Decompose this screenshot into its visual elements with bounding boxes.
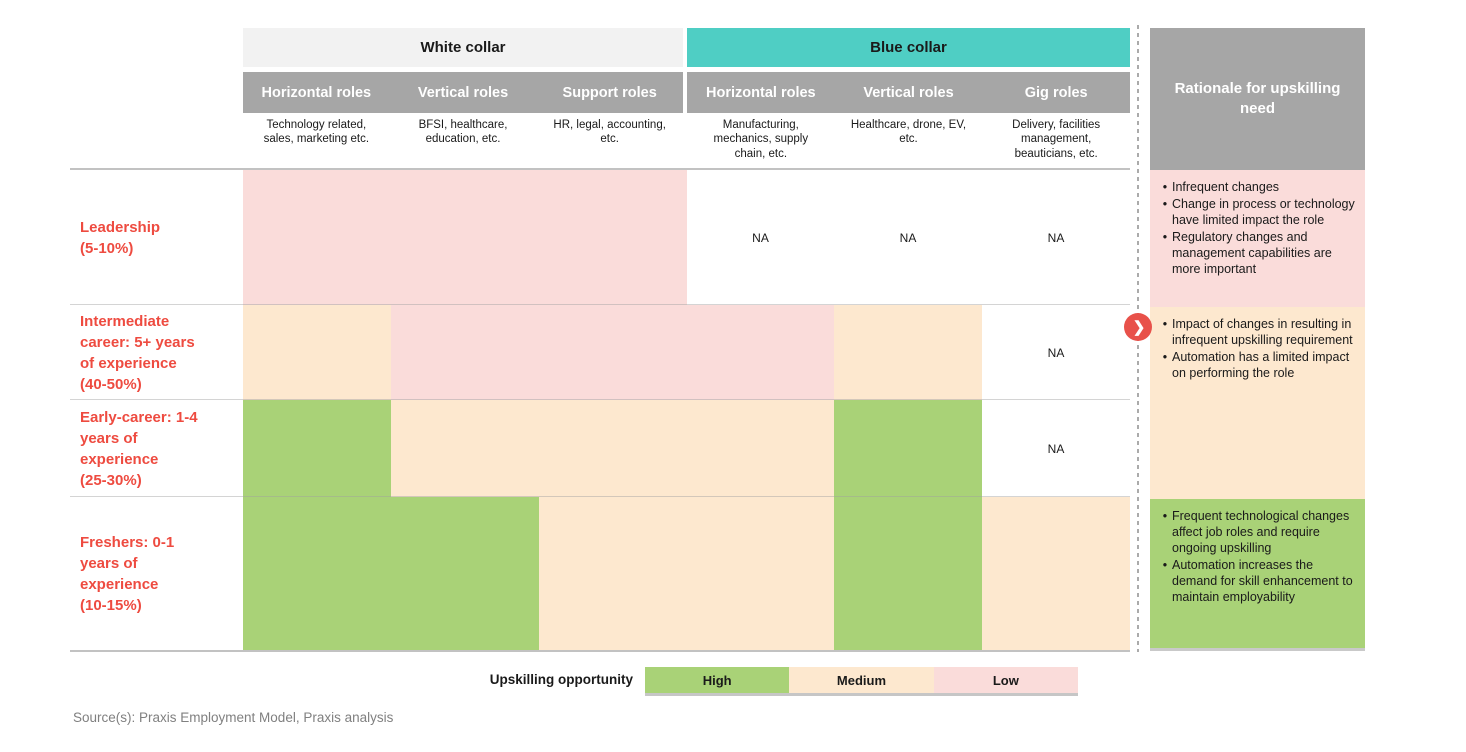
row-label-early-career: Early-career: 1-4 years of experience (2… xyxy=(80,408,198,489)
blue-collar-subheader-band: Horizontal roles Vertical roles Gig role… xyxy=(687,72,1130,113)
column-header-wc-vertical: Vertical roles xyxy=(417,84,509,101)
rationale-bullet: • Change in process or technology have li… xyxy=(1162,197,1355,227)
matrix-cell-na: NA xyxy=(687,170,834,305)
rationale-bullet: • Impact of changes in resulting in infre… xyxy=(1162,317,1353,347)
divider-top xyxy=(70,168,1130,170)
blue-collar-descriptions: Manufacturing, mechanics, supply chain, … xyxy=(687,113,1130,170)
matrix-cell-low xyxy=(539,170,687,305)
blue-collar-header: Blue collar xyxy=(687,28,1130,67)
rationale-header: Rationale for upskilling need xyxy=(1150,28,1365,170)
rationale-high-bullets: • Frequent technological changes affect j… xyxy=(1150,499,1365,605)
matrix-cell-medium xyxy=(982,497,1130,650)
rationale-medium-bullets: • Impact of changes in resulting in infre… xyxy=(1150,307,1365,381)
divider-bottom xyxy=(70,650,1130,652)
matrix-cell-high xyxy=(243,400,391,497)
matrix-cell-low xyxy=(243,170,391,305)
row-label-leadership: Leadership (5-10%) xyxy=(80,218,161,257)
source-note: Source(s): Praxis Employment Model, Prax… xyxy=(73,710,394,725)
white-collar-label: White collar xyxy=(420,39,506,56)
rationale-bullet: • Automation has a limited impact on perf… xyxy=(1162,350,1350,380)
divider-row3 xyxy=(70,496,1130,497)
matrix-cell-low xyxy=(391,305,539,400)
white-collar-subheader-band: Horizontal roles Vertical roles Support … xyxy=(243,72,683,113)
row-label-freshers: Freshers: 0-1 years of experience (10-15… xyxy=(80,533,175,614)
matrix-cell-na: NA xyxy=(982,305,1130,400)
rationale-low-bullets: • Infrequent changes • Change in process or… xyxy=(1150,170,1365,277)
column-header-bc-vertical: Vertical roles xyxy=(863,84,954,101)
rationale-block-high: • Frequent technological changes affect j… xyxy=(1150,499,1365,651)
matrix-cell-high xyxy=(834,497,982,650)
rationale-bullet: • Infrequent changes xyxy=(1162,180,1280,194)
matrix-cell-high xyxy=(834,400,982,497)
chevron-right-icon: ❯ xyxy=(1124,313,1152,341)
legend-swatch-high: High xyxy=(645,667,790,693)
matrix-cell-medium xyxy=(539,497,687,650)
column-desc-bc-gig: Delivery, facilities management, beautic… xyxy=(1012,119,1101,160)
column-header-bc-horizontal: Horizontal roles xyxy=(706,84,816,101)
rationale-title: Rationale for upskilling need xyxy=(1174,79,1341,117)
matrix-cell-medium xyxy=(391,400,539,497)
column-header-wc-support: Support roles xyxy=(562,84,657,101)
matrix-cell-low xyxy=(687,305,834,400)
column-desc-wc-support: HR, legal, accounting, etc. xyxy=(553,119,666,146)
divider-row2 xyxy=(70,399,1130,400)
column-header-wc-horizontal: Horizontal roles xyxy=(261,84,372,101)
rationale-block-low: • Infrequent changes • Change in process or… xyxy=(1150,170,1365,307)
matrix-cell-high xyxy=(391,497,539,650)
matrix-cell-na: NA xyxy=(982,170,1130,305)
divider-row1 xyxy=(70,304,1130,305)
legend-bar: High Medium Low xyxy=(645,667,1078,696)
rationale-block-medium: • Impact of changes in resulting in infre… xyxy=(1150,307,1365,499)
matrix-cell-medium xyxy=(687,497,834,650)
row-label-intermediate: Intermediate career: 5+ years of experie… xyxy=(80,312,195,393)
rationale-bullet: • Regulatory changes and management capab… xyxy=(1162,230,1332,276)
matrix-cell-low xyxy=(539,305,687,400)
legend-title: Upskilling opportunity xyxy=(489,672,633,687)
rationale-bullet: • Automation increases the demand for ski… xyxy=(1162,558,1353,604)
matrix-cell-medium xyxy=(243,305,391,400)
rationale-bullet: • Frequent technological changes affect j… xyxy=(1162,509,1350,555)
legend-swatch-medium: Medium xyxy=(789,667,934,693)
matrix-cell-medium xyxy=(834,305,982,400)
column-header-bc-gig: Gig roles xyxy=(1024,84,1088,101)
matrix-cell-medium xyxy=(539,400,687,497)
white-collar-header: White collar xyxy=(243,28,683,67)
white-collar-descriptions: Technology related, sales, marketing etc… xyxy=(243,113,683,170)
column-desc-bc-horizontal: Manufacturing, mechanics, supply chain, … xyxy=(713,119,809,160)
matrix-cell-medium xyxy=(687,400,834,497)
matrix-cell-low xyxy=(391,170,539,305)
matrix-cell-na: NA xyxy=(834,170,982,305)
matrix-cell-na: NA xyxy=(982,400,1130,497)
column-desc-wc-vertical: BFSI, healthcare, education, etc. xyxy=(418,119,508,146)
blue-collar-label: Blue collar xyxy=(870,39,947,56)
column-desc-bc-vertical: Healthcare, drone, EV, etc. xyxy=(850,119,967,146)
matrix-cell-high xyxy=(243,497,391,650)
column-desc-wc-horizontal: Technology related, sales, marketing etc… xyxy=(263,119,370,146)
legend-swatch-low: Low xyxy=(933,667,1078,693)
